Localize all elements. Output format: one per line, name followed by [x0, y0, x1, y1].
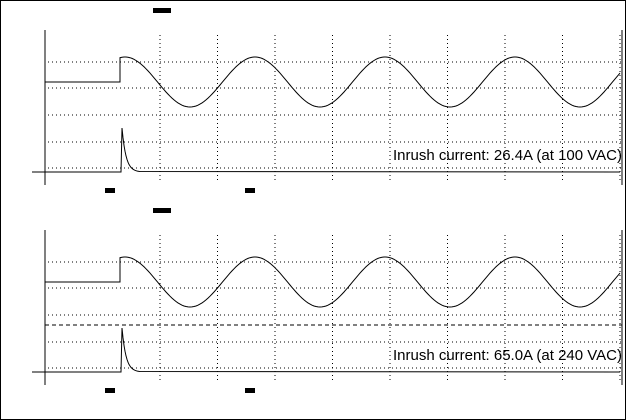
status-marker [245, 388, 255, 393]
status-marker [153, 8, 171, 13]
scope-screenshot: Inrush current: 26.4A (at 100 VAC) Inrus… [0, 0, 626, 420]
caption: Inrush current: 26.4A (at 100 VAC) [393, 147, 622, 164]
status-marker [105, 188, 115, 193]
status-marker [245, 188, 255, 193]
caption: Inrush current: 65.0A (at 240 VAC) [393, 347, 622, 364]
status-marker [105, 388, 115, 393]
status-marker [153, 208, 171, 213]
